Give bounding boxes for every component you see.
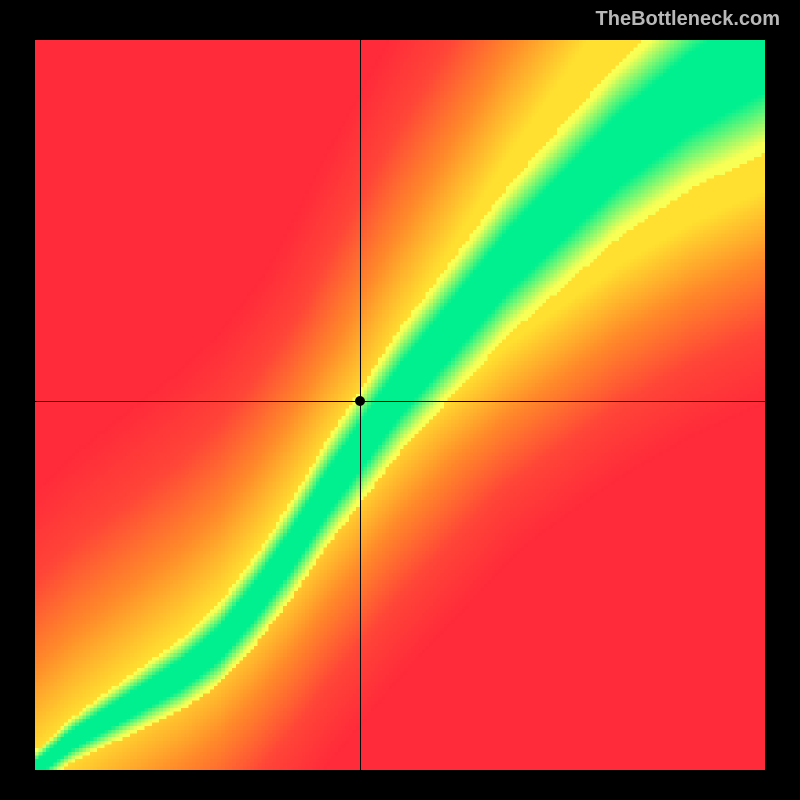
heatmap-canvas <box>35 40 765 770</box>
heatmap-chart <box>35 40 765 770</box>
crosshair-horizontal <box>35 401 765 402</box>
crosshair-marker <box>355 396 365 406</box>
watermark: TheBottleneck.com <box>596 8 780 31</box>
